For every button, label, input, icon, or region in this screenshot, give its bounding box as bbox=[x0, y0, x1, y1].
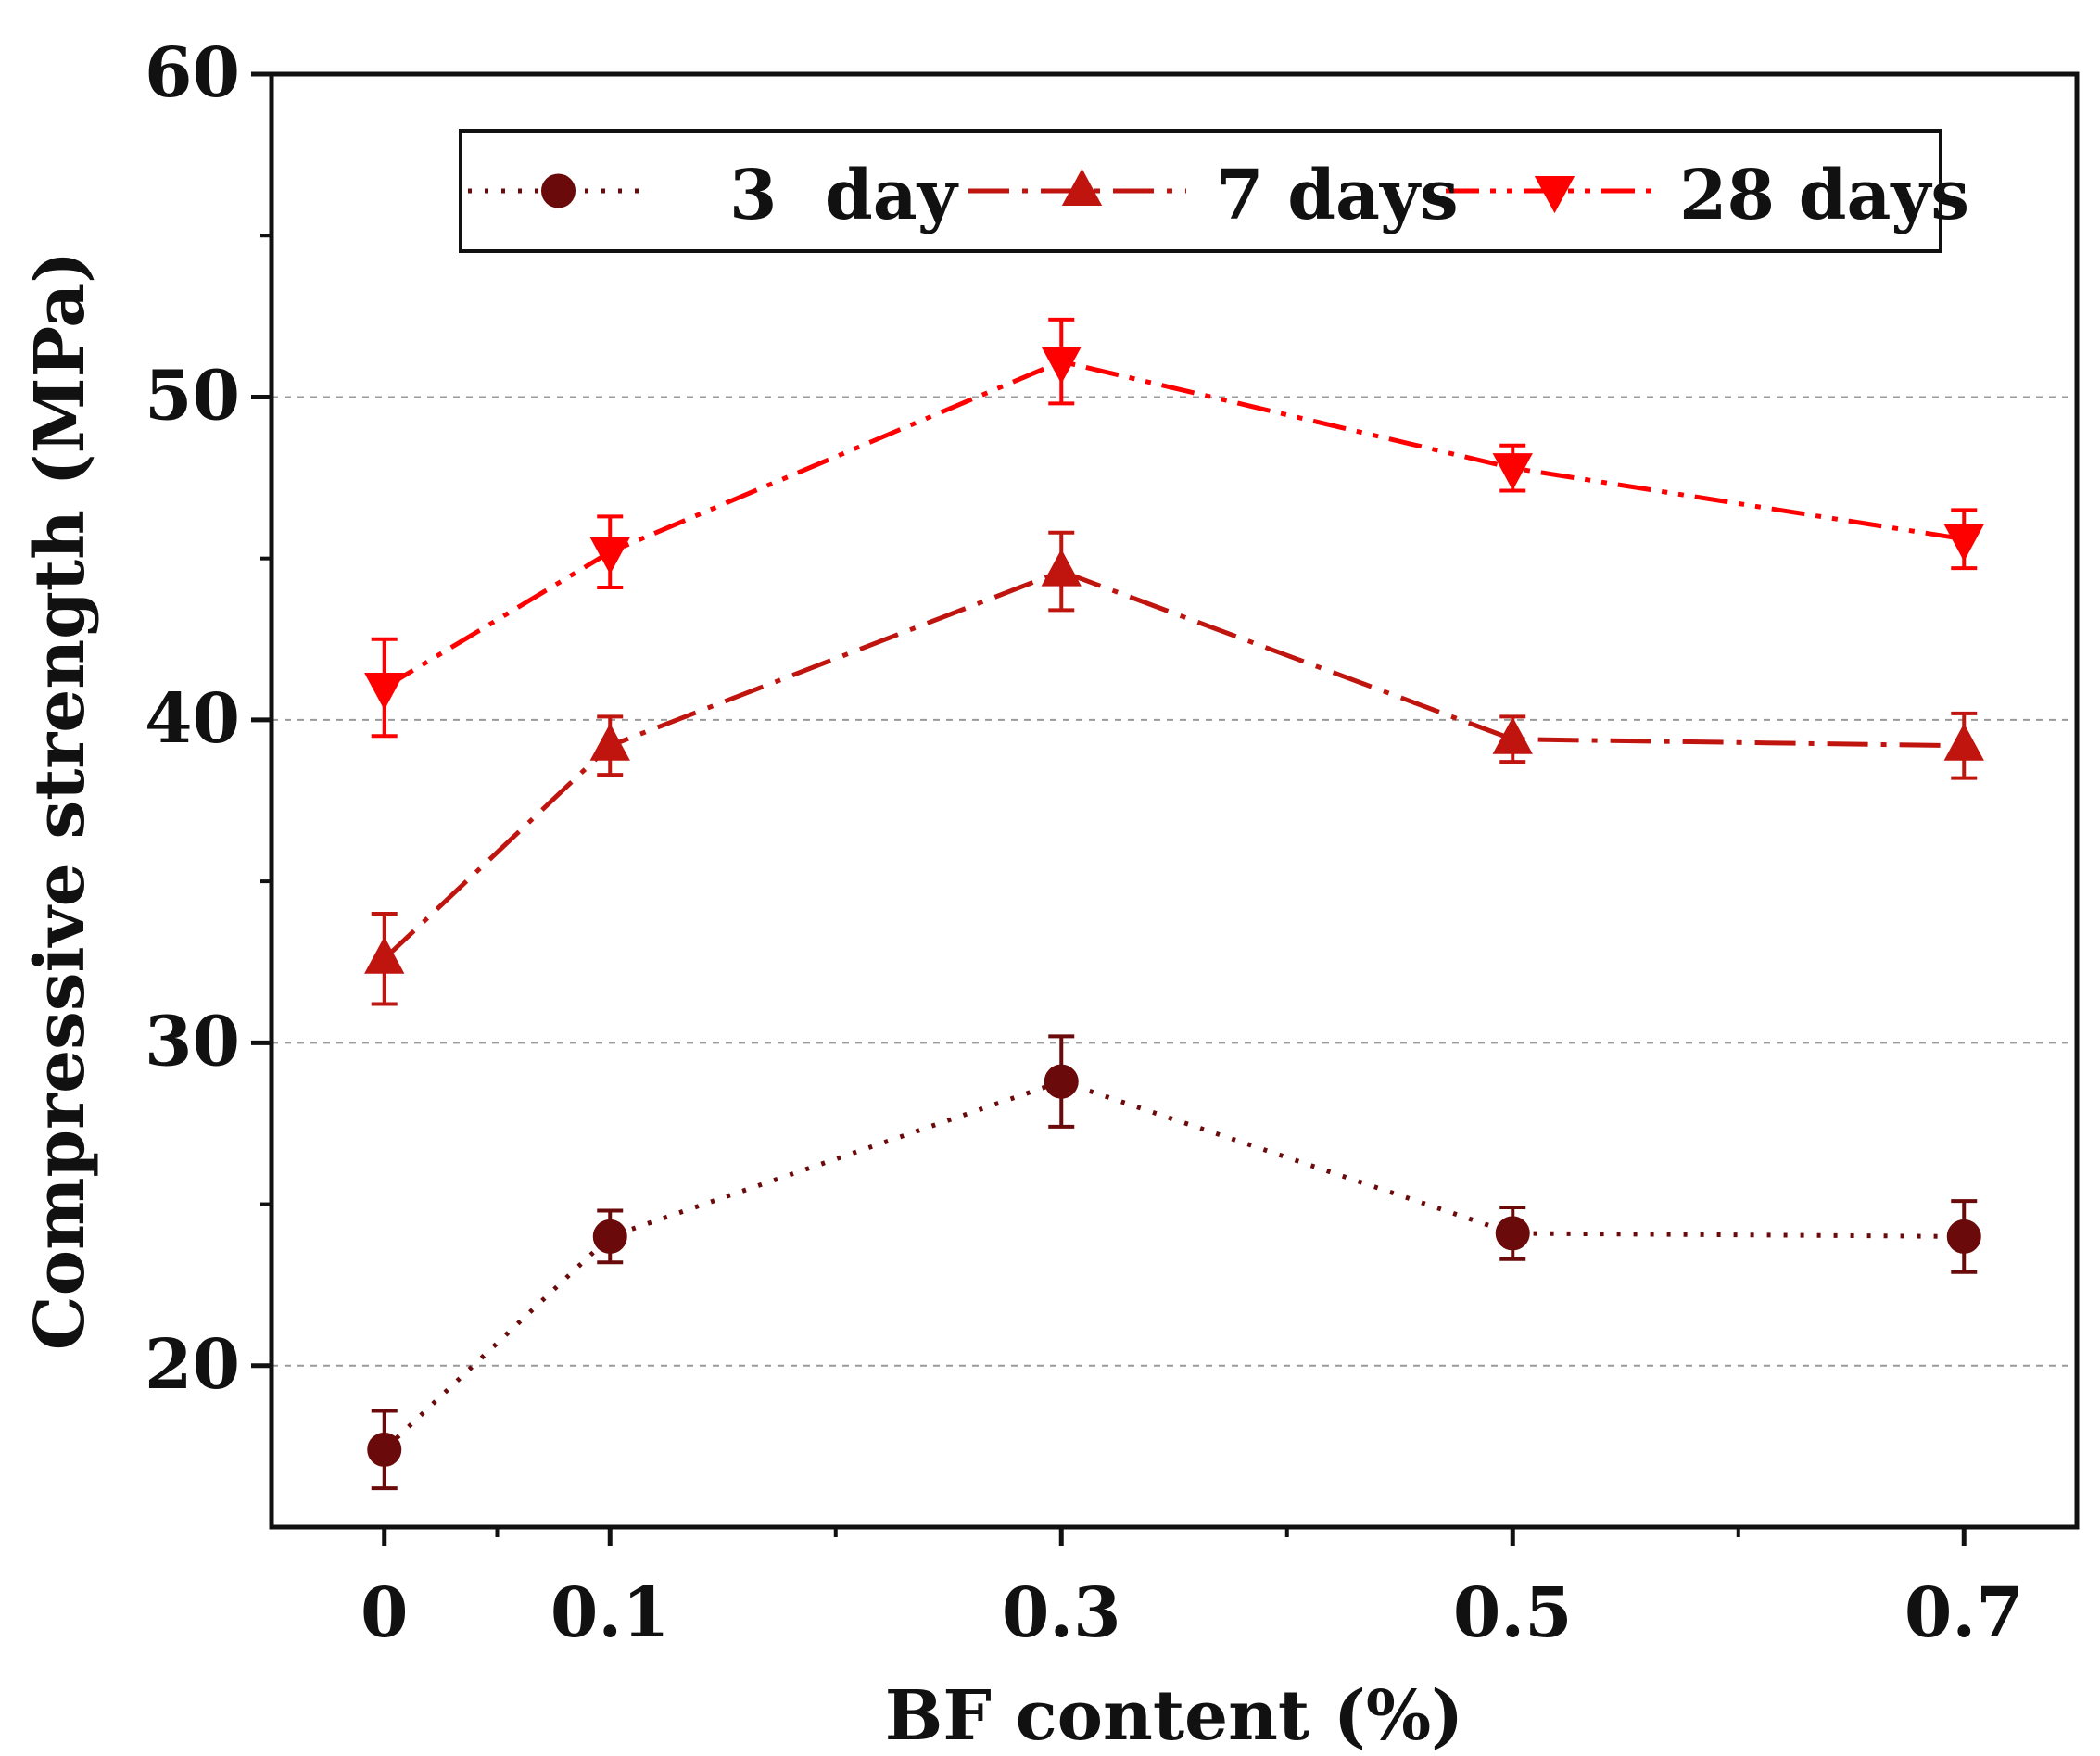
legend-marker-28-days bbox=[1534, 176, 1575, 214]
y-tick-label-20: 20 bbox=[145, 1325, 240, 1405]
series-line-7-days bbox=[383, 568, 1965, 961]
x-tick-label-0-5: 0.5 bbox=[1453, 1573, 1573, 1653]
x-tick-label-0-3: 0.3 bbox=[1002, 1573, 1121, 1653]
y-tick-label-40: 40 bbox=[145, 679, 240, 759]
x-tick-label-0-1: 0.1 bbox=[550, 1573, 670, 1653]
series-line-3-day bbox=[383, 1079, 1965, 1452]
data-point-7-days-x-0-3 bbox=[1041, 549, 1082, 587]
series-line-28-days bbox=[383, 359, 1965, 690]
legend-marker-3-day bbox=[541, 173, 576, 208]
x-axis-title: BF content (%) bbox=[885, 1676, 1463, 1756]
axis-ticks: 20 30 40 50 60 0 0.1 0.3 0.5 0.7 bbox=[145, 33, 2024, 1653]
data-point-28-days-x-0-1 bbox=[589, 537, 630, 575]
data-point-3-day-x-0-1 bbox=[592, 1219, 627, 1254]
legend-box bbox=[459, 129, 1942, 253]
data-point-3-day-x-0-3 bbox=[1044, 1064, 1079, 1099]
y-tick-label-30: 30 bbox=[145, 1002, 240, 1081]
data-point-7-days-x-0 bbox=[364, 936, 405, 974]
x-tick-label-0-7: 0.7 bbox=[1904, 1573, 2024, 1653]
legend-marker-7-days bbox=[1061, 168, 1103, 206]
data-point-7-days-x-0-7 bbox=[1943, 723, 1984, 761]
plot-frame bbox=[269, 71, 2080, 1530]
y-tick-label-50: 50 bbox=[145, 356, 240, 436]
y-tick-label-60: 60 bbox=[145, 33, 240, 113]
data-point-28-days-x-0-5 bbox=[1492, 453, 1533, 491]
legend-samples bbox=[468, 168, 1654, 214]
y-axis-title: Compressive strength (MPa) bbox=[20, 251, 100, 1350]
legend: 3 day 7 days 28 days bbox=[459, 129, 1969, 253]
x-tick-label-0: 0 bbox=[361, 1573, 409, 1653]
data-point-28-days-x-0-7 bbox=[1943, 524, 1984, 562]
data-point-7-days-x-0-5 bbox=[1492, 716, 1533, 754]
series-7-days bbox=[364, 530, 1984, 1006]
legend-label-28-days: 28 days bbox=[1679, 156, 1969, 235]
data-point-28-days-x-0 bbox=[364, 673, 405, 711]
legend-label-7-days: 7 days bbox=[1216, 156, 1459, 235]
data-point-3-day-x-0 bbox=[367, 1432, 402, 1467]
series-28-days bbox=[364, 317, 1984, 739]
data-point-3-day-x-0-5 bbox=[1495, 1216, 1530, 1251]
data-point-7-days-x-0-1 bbox=[589, 723, 630, 761]
data-point-3-day-x-0-7 bbox=[1946, 1219, 1981, 1254]
legend-label-3-day: 3 day bbox=[729, 156, 959, 235]
data-point-28-days-x-0-3 bbox=[1041, 347, 1082, 385]
series-layer bbox=[364, 317, 1984, 1491]
series-3-day bbox=[367, 1034, 1981, 1491]
gridlines bbox=[272, 396, 2077, 1367]
